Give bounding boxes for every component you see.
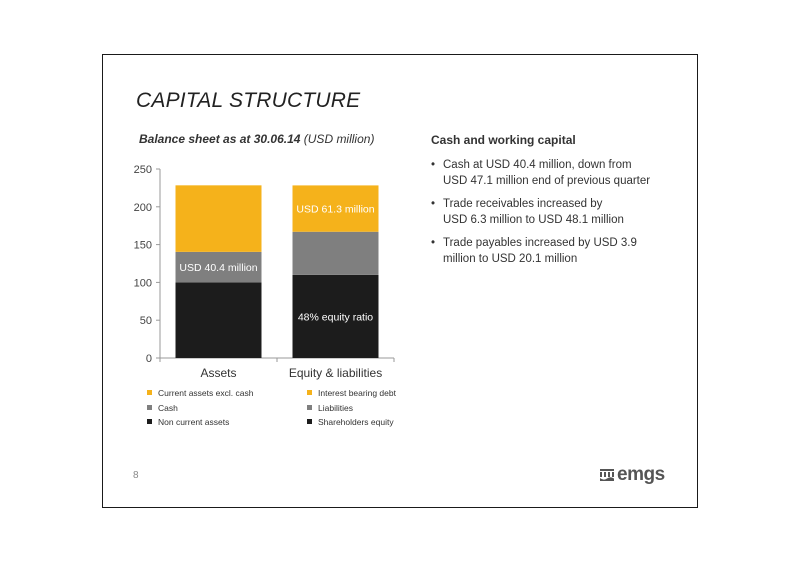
emgs-logo: emgs (600, 464, 665, 486)
bullet-item: • Trade receivables increased by USD 6.3 m… (431, 196, 691, 228)
legend-label: Cash (158, 403, 178, 413)
legend-label: Liabilities (318, 403, 353, 413)
balance-sheet-chart: 0 50 100 150 200 250 USD 40.4 million Assets 48%… (134, 164, 397, 427)
legend-swatch (307, 405, 312, 410)
slide: CAPITAL STRUCTURE Balance sheet as at 30… (102, 54, 698, 508)
bar-segment (292, 231, 379, 275)
legend-label: Non current assets (158, 417, 229, 427)
bullet-text: Trade receivables increased by (443, 198, 603, 210)
slide-title: CAPITAL STRUCTURE (136, 89, 361, 112)
logo-text: emgs (617, 464, 665, 485)
bullet-text: USD 6.3 million to USD 48.1 million (443, 214, 624, 226)
legend-label: Interest bearing debt (318, 388, 397, 398)
category-label: Equity & liabilities (289, 366, 382, 380)
chart-subtitle-bold: Balance sheet as at 30.06.14 (139, 132, 301, 146)
bullet-item: • Cash at USD 40.4 million, down from USD … (431, 157, 691, 189)
legend-swatch (307, 419, 312, 424)
bar-segment (175, 185, 262, 252)
bullet-dot: • (431, 198, 436, 210)
y-tick-label: 250 (134, 164, 152, 176)
bullet-dot: • (431, 237, 436, 249)
y-tick-label: 150 (134, 240, 152, 252)
y-tick-label: 200 (134, 202, 152, 214)
chart-subtitle-unit: (USD million) (300, 132, 375, 146)
emgs-logo-icon (600, 469, 614, 481)
legend-swatch (147, 405, 152, 410)
data-label: 48% equity ratio (298, 311, 373, 323)
y-tick-label: 50 (140, 315, 152, 327)
y-tick-label: 100 (134, 277, 152, 289)
data-label: USD 40.4 million (179, 262, 257, 274)
legend-swatch (307, 390, 312, 395)
legend-swatch (147, 419, 152, 424)
y-tick-label: 0 (146, 353, 152, 365)
bar-segment (292, 274, 379, 358)
bullet-text: million to USD 20.1 million (443, 253, 578, 265)
bullet-list: • Cash at USD 40.4 million, down from USD … (431, 157, 691, 267)
bullet-text: Cash at USD 40.4 million, down from (443, 159, 632, 171)
legend-label: Current assets excl. cash (158, 388, 254, 398)
data-label: USD 61.3 million (296, 204, 374, 216)
bullet-item: • Trade payables increased by USD 3.9 mill… (431, 235, 691, 267)
bar-segment (175, 251, 262, 283)
bullet-text: Trade payables increased by USD 3.9 (443, 237, 637, 249)
bullet-text: USD 47.1 million end of previous quarter (443, 175, 651, 187)
chart-subtitle: Balance sheet as at 30.06.14 (USD millio… (139, 132, 374, 146)
bar-segment (175, 282, 262, 358)
bullet-dot: • (431, 159, 436, 171)
legend-swatch (147, 390, 152, 395)
cash-working-capital-panel: Cash and working capital • Cash at USD 40… (431, 133, 691, 274)
category-label: Assets (200, 366, 236, 380)
legend-label: Shareholders equity (318, 417, 394, 427)
page-number: 8 (133, 470, 139, 481)
bar-segment (292, 185, 379, 232)
panel-heading: Cash and working capital (431, 133, 576, 147)
